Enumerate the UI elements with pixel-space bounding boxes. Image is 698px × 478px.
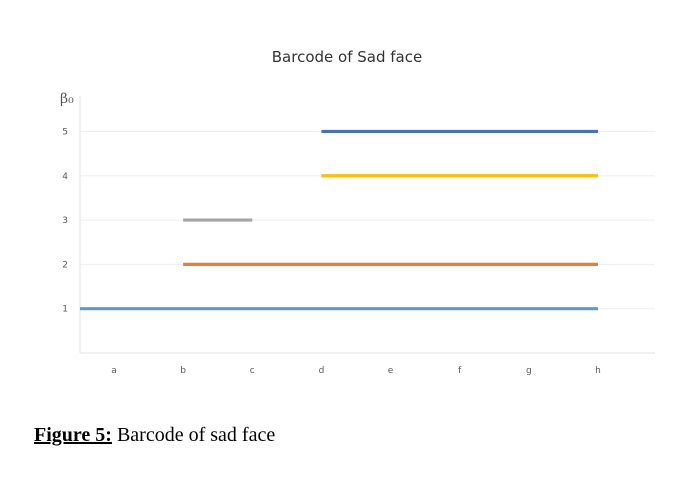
figure-label: Figure 5:: [34, 424, 112, 446]
figure-caption: Figure 5: Barcode of sad face: [34, 424, 275, 447]
y-tick-label-5: 5: [62, 127, 68, 137]
barcode-bars: [80, 129, 598, 311]
y-tick-label-2: 2: [62, 260, 68, 270]
x-tick-label-f: f: [458, 366, 462, 376]
x-tick-label-e: e: [388, 366, 394, 376]
x-tick-label-h: h: [595, 366, 601, 376]
gridlines: [80, 130, 655, 310]
y-axis-label: β₀: [60, 91, 74, 107]
x-tick-label-b: b: [180, 366, 186, 376]
y-tick-labels: 1 2 3 4 5: [62, 127, 68, 314]
x-tick-label-g: g: [526, 366, 532, 376]
x-tick-labels: a b c d e f g h: [111, 366, 601, 376]
y-tick-label-1: 1: [62, 305, 68, 315]
chart-title: Barcode of Sad face: [272, 48, 422, 66]
x-tick-label-a: a: [111, 366, 117, 376]
y-tick-label-3: 3: [62, 216, 68, 226]
x-tick-label-c: c: [250, 366, 255, 376]
x-tick-label-d: d: [319, 366, 325, 376]
barcode-chart: Barcode of Sad face β₀ 1 2 3 4 5 a b c d e f g h: [60, 48, 655, 376]
figure-caption-text: Barcode of sad face: [111, 424, 276, 446]
y-tick-label-4: 4: [62, 172, 68, 182]
axes: [79, 96, 655, 354]
